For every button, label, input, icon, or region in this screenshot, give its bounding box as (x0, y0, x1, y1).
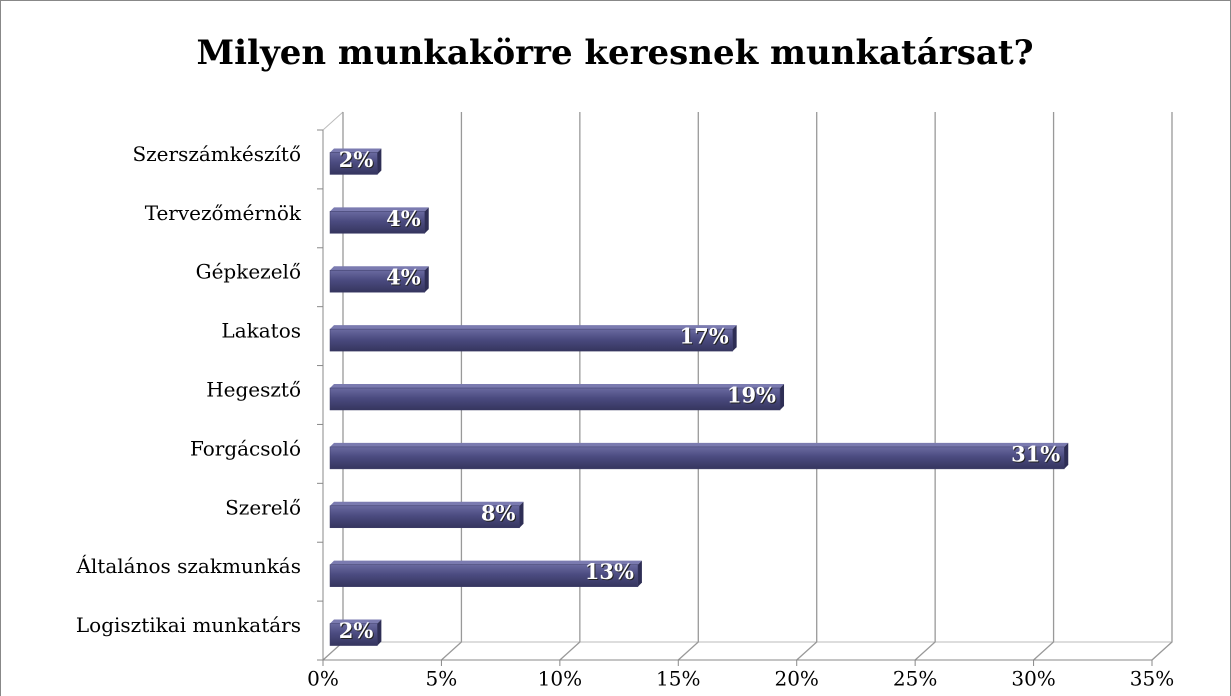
data-label-shadow: 19% (728, 384, 777, 409)
y-tick-label: Általános szakmunkás (75, 554, 301, 578)
bar-top (330, 207, 429, 212)
bar-side (732, 325, 737, 352)
bar-side (519, 501, 524, 528)
data-label: 2% (339, 618, 374, 643)
data-label: 19% (727, 383, 776, 408)
bar (329, 505, 520, 529)
data-label-shadow: 4% (387, 207, 422, 232)
bar-side (1064, 442, 1069, 469)
data-label-shadow: 13% (586, 560, 635, 585)
x-tick-label: 15% (656, 667, 700, 691)
y-tick-label: Tervezőmérnök (145, 201, 302, 225)
bar-side (424, 207, 429, 234)
bar (329, 211, 425, 234)
data-label: 2% (339, 147, 374, 172)
data-label-shadow: 4% (387, 266, 422, 291)
bar-top (330, 148, 382, 153)
data-label: 17% (679, 324, 728, 349)
x-tick-label: 5% (426, 667, 458, 691)
x-tick-label: 10% (538, 667, 582, 691)
bar (329, 152, 378, 175)
data-label: 8% (481, 500, 516, 525)
grid-line (1151, 112, 1173, 661)
x-tick-label: 30% (1011, 667, 1055, 691)
bar-top (330, 442, 1069, 447)
bar-top (330, 384, 785, 388)
chart-title: Milyen munkakörre keresnek munkatársat? (196, 33, 1033, 73)
bar-side (377, 619, 382, 646)
x-tick-label: 20% (774, 667, 818, 691)
data-label: 4% (386, 206, 421, 231)
bar-side (377, 148, 382, 175)
grid-line (559, 112, 581, 661)
data-label-shadow: 2% (340, 619, 375, 644)
bar-top (330, 619, 382, 624)
grid-line (677, 112, 699, 661)
bar (329, 328, 733, 352)
y-tick-label: Forgácsoló (190, 436, 301, 460)
x-tick-label: 0% (307, 667, 339, 691)
data-label-shadow: 17% (680, 325, 729, 350)
bar-side (637, 560, 642, 587)
data-label-shadow: 8% (482, 501, 517, 526)
data-label: 31% (1011, 441, 1060, 466)
grid-line (914, 112, 936, 661)
y-tick-label: Szerszámkészítő (132, 142, 301, 166)
bar-top (330, 266, 429, 271)
bar (329, 269, 425, 293)
grid-line (440, 112, 463, 661)
y-tick-label: Hegesztő (206, 378, 301, 402)
grid-line (1033, 112, 1055, 661)
bar (329, 387, 781, 411)
bar-side (424, 266, 429, 293)
bar (329, 446, 1065, 470)
grid-line (796, 112, 818, 661)
bar (329, 564, 639, 587)
x-tick-label: 35% (1130, 667, 1174, 691)
y-tick-label: Logisztikai munkatárs (76, 613, 301, 637)
y-tick-label: Gépkezelő (196, 260, 301, 284)
bar-top (330, 560, 642, 565)
x-tick-label: 25% (893, 667, 937, 691)
data-label: 13% (585, 559, 634, 584)
data-label-shadow: 31% (1012, 442, 1061, 467)
bar (329, 623, 378, 646)
bar-top (330, 501, 524, 506)
data-label: 4% (386, 265, 421, 290)
data-label-shadow: 2% (340, 148, 375, 173)
bar-side (780, 384, 785, 410)
y-tick-label: Lakatos (221, 319, 301, 343)
y-tick-label: Szerelő (225, 495, 301, 519)
bar-top (330, 325, 737, 330)
